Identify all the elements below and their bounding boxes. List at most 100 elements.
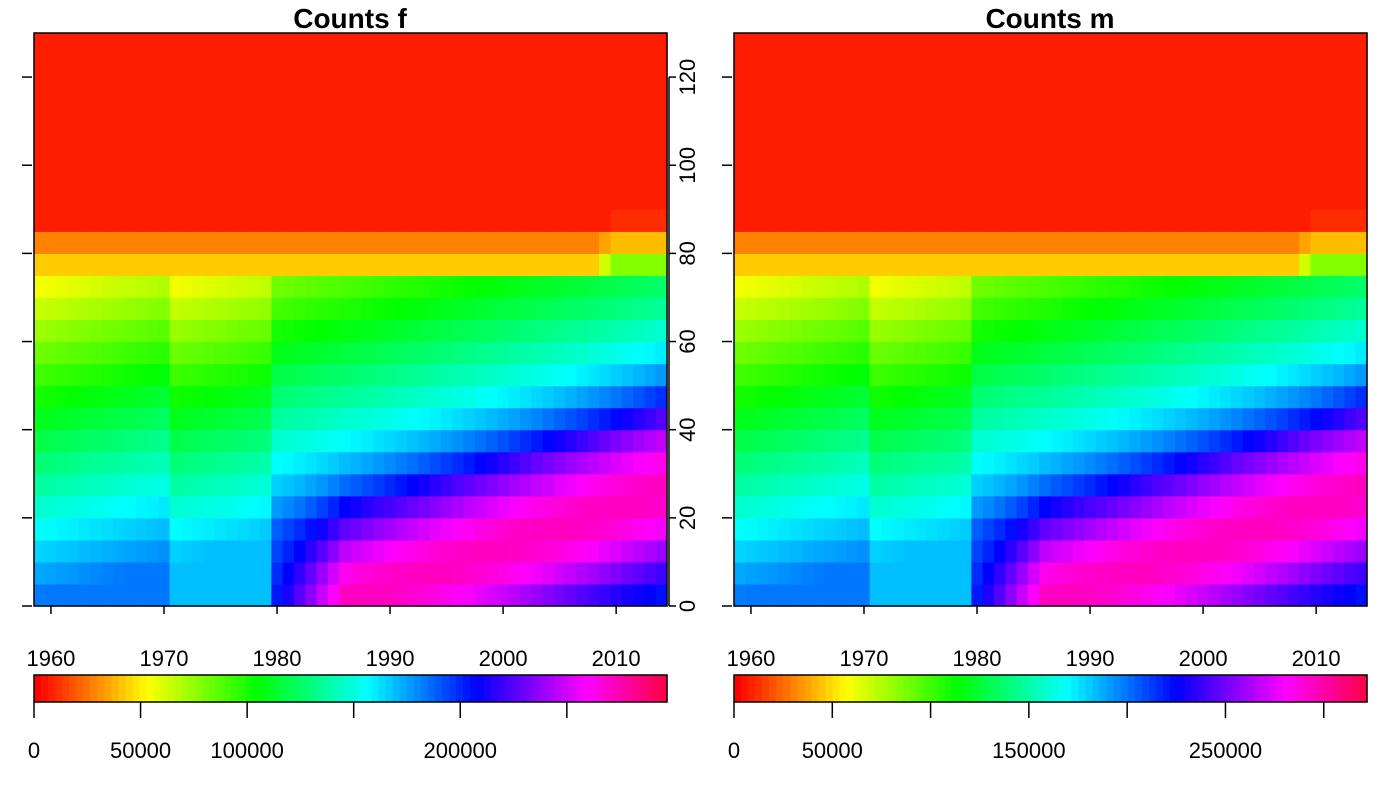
heatmap-cell bbox=[1005, 143, 1018, 166]
plot-frame bbox=[733, 32, 1368, 607]
y-axis bbox=[722, 76, 732, 607]
heatmap-cell bbox=[565, 451, 578, 475]
heatmap-cell bbox=[1073, 99, 1086, 122]
heatmap-cell bbox=[282, 121, 295, 144]
heatmap-cell bbox=[610, 143, 623, 166]
heatmap-cell bbox=[1208, 539, 1221, 563]
heatmap-cell bbox=[440, 495, 453, 519]
heatmap-cell bbox=[113, 561, 126, 585]
heatmap-cell bbox=[993, 363, 1006, 387]
heatmap-cell bbox=[214, 209, 227, 232]
heatmap-cell bbox=[248, 363, 261, 387]
heatmap-cell bbox=[237, 407, 250, 431]
heatmap-cell bbox=[214, 451, 227, 475]
heatmap-cell bbox=[203, 231, 216, 254]
heatmap-cell bbox=[1287, 583, 1300, 607]
heatmap-cell bbox=[1152, 77, 1165, 100]
heatmap-cell bbox=[790, 517, 803, 541]
heatmap-cell bbox=[1084, 231, 1097, 254]
heatmap-cell bbox=[801, 583, 814, 607]
heatmap-cell bbox=[599, 517, 612, 541]
heatmap-cell bbox=[869, 561, 882, 585]
heatmap-cell bbox=[1016, 429, 1029, 453]
heatmap-cell bbox=[610, 121, 623, 144]
heatmap-cell bbox=[587, 297, 600, 321]
heatmap-cell bbox=[542, 561, 555, 585]
heatmap-cell bbox=[350, 231, 363, 254]
heatmap-cell bbox=[1174, 429, 1187, 453]
heatmap-cell bbox=[124, 517, 137, 541]
heatmap-cell bbox=[1050, 187, 1063, 210]
colorbar-swatch bbox=[237, 675, 246, 702]
heatmap-cell bbox=[1265, 495, 1278, 519]
heatmap-cell bbox=[248, 539, 261, 563]
heatmap-cell bbox=[214, 187, 227, 210]
heatmap-cell bbox=[1174, 187, 1187, 210]
heatmap-cell bbox=[395, 77, 408, 100]
colorbar-swatch bbox=[547, 675, 556, 702]
heatmap-cell bbox=[1140, 473, 1153, 497]
heatmap-cell bbox=[926, 473, 939, 497]
heatmap-cell bbox=[1242, 231, 1255, 254]
heatmap-cell bbox=[1333, 341, 1345, 365]
heatmap-cell bbox=[113, 33, 126, 56]
heatmap-cell bbox=[903, 209, 916, 232]
colorbar-swatch bbox=[1184, 675, 1192, 702]
heatmap-cell bbox=[745, 429, 758, 453]
heatmap-cell bbox=[214, 517, 227, 541]
heatmap-cell bbox=[565, 143, 578, 166]
colorbar-swatch bbox=[1212, 675, 1220, 702]
colorbar-swatch bbox=[909, 675, 918, 702]
heatmap-cell bbox=[790, 363, 803, 387]
heatmap-cell bbox=[1355, 253, 1368, 277]
heatmap-cell bbox=[531, 583, 544, 607]
heatmap-cell bbox=[655, 297, 668, 321]
heatmap-cell bbox=[361, 33, 374, 56]
heatmap-cell bbox=[1005, 473, 1018, 497]
heatmap-cell bbox=[779, 297, 792, 321]
colorbar-swatch bbox=[118, 675, 127, 702]
colorbar-swatch bbox=[1071, 675, 1080, 702]
heatmap-cell bbox=[260, 341, 272, 365]
heatmap-cell bbox=[452, 495, 465, 519]
heatmap-cell bbox=[192, 385, 205, 409]
heatmap-cell bbox=[633, 253, 645, 277]
heatmap-cell bbox=[734, 451, 746, 475]
heatmap-cell bbox=[418, 297, 431, 321]
heatmap-cell bbox=[79, 517, 92, 541]
heatmap-cell bbox=[316, 407, 329, 431]
heatmap-cell bbox=[1050, 473, 1063, 497]
heatmap-cell bbox=[1299, 341, 1312, 365]
heatmap-cell bbox=[440, 319, 453, 343]
heatmap-cell bbox=[1321, 165, 1334, 188]
heatmap-cell bbox=[948, 495, 961, 519]
heatmap-cell bbox=[384, 99, 397, 122]
heatmap-cell bbox=[813, 385, 826, 409]
heatmap-cell bbox=[429, 297, 442, 321]
heatmap-cell bbox=[1174, 77, 1187, 100]
heatmap-cell bbox=[1186, 363, 1199, 387]
heatmap-cell bbox=[395, 297, 408, 321]
heatmap-cell bbox=[350, 33, 363, 56]
heatmap-cell bbox=[1310, 429, 1323, 453]
heatmap-cell bbox=[610, 429, 623, 453]
colorbar-swatch bbox=[645, 675, 654, 702]
heatmap-cell bbox=[937, 275, 950, 299]
heatmap-cell bbox=[1140, 209, 1153, 232]
heatmap-cell bbox=[948, 297, 961, 321]
heatmap-cell bbox=[384, 429, 397, 453]
colorbar-swatch bbox=[1057, 675, 1066, 702]
heatmap-cell bbox=[892, 55, 905, 78]
heatmap-cell bbox=[1095, 121, 1108, 144]
colorbar-swatch bbox=[519, 675, 527, 702]
heatmap-cell bbox=[474, 121, 487, 144]
heatmap-cell bbox=[214, 319, 227, 343]
colorbar-swatch bbox=[280, 675, 288, 702]
heatmap-cell bbox=[113, 539, 126, 563]
heatmap-cell bbox=[869, 385, 882, 409]
heatmap-cell bbox=[474, 517, 487, 541]
heatmap-cell bbox=[192, 33, 205, 56]
heatmap-cell bbox=[801, 121, 814, 144]
heatmap-cell bbox=[508, 407, 521, 431]
heatmap-cell bbox=[237, 363, 250, 387]
